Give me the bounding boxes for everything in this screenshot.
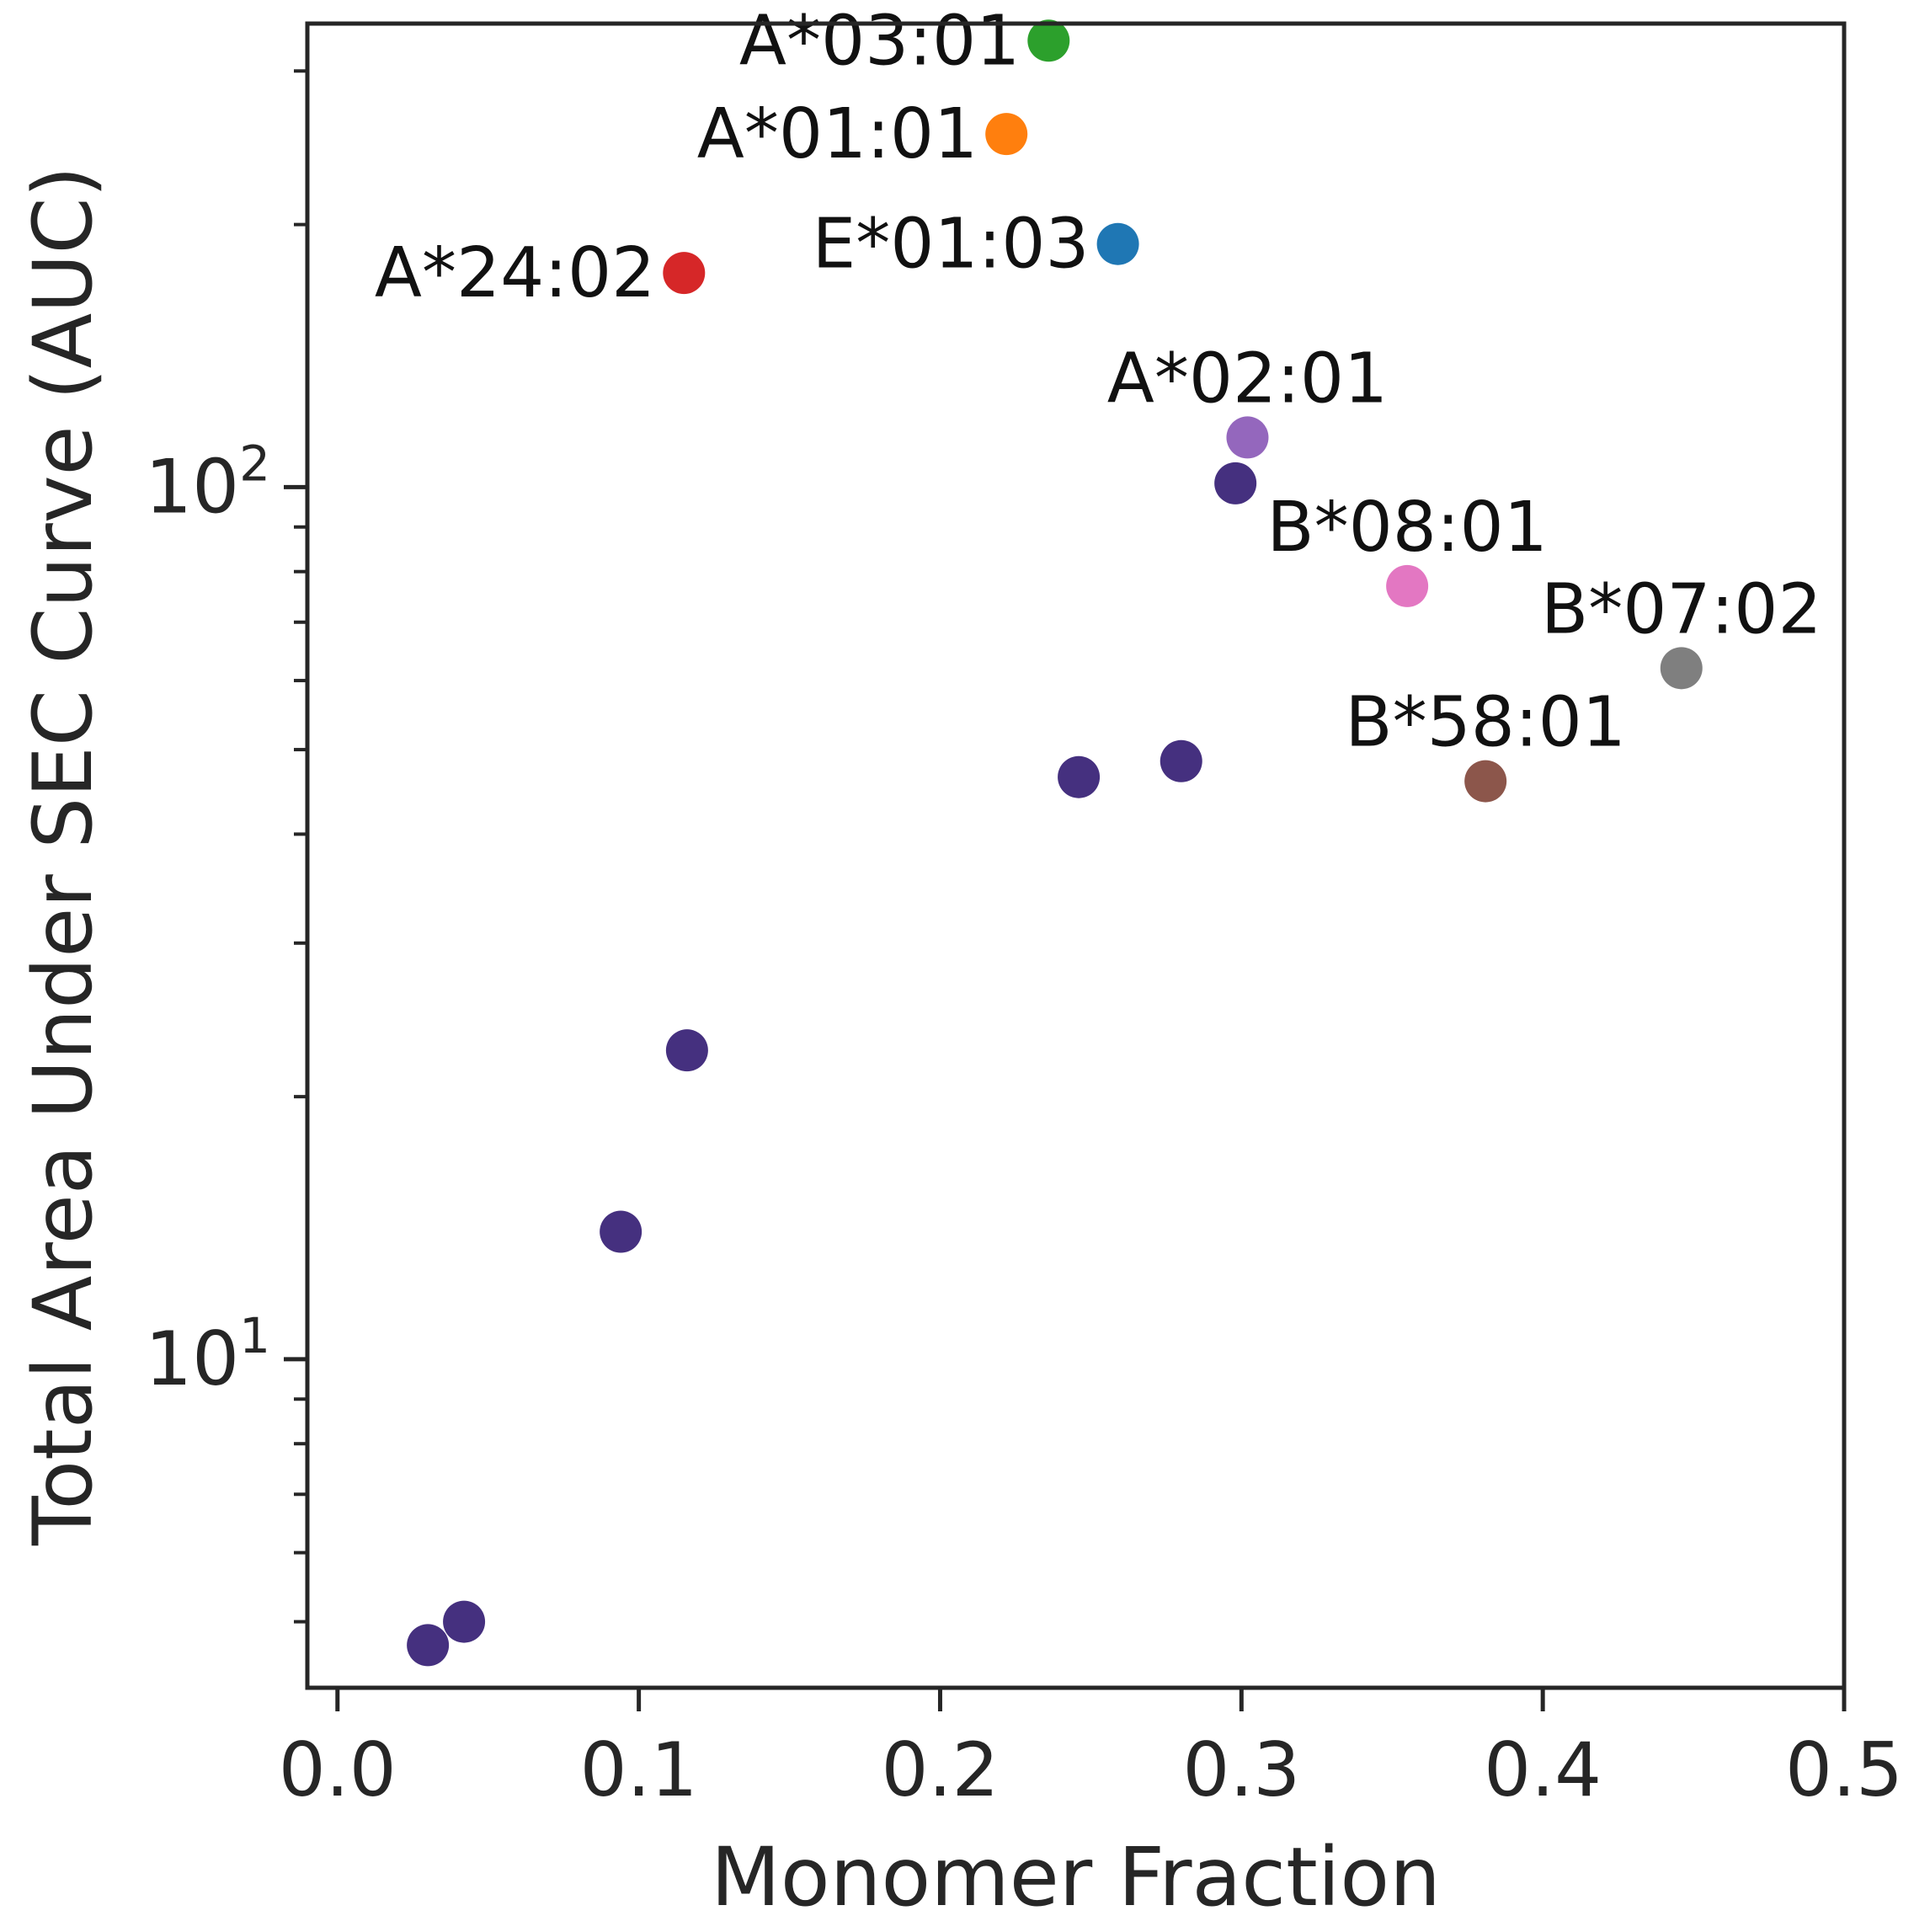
data-point (985, 113, 1028, 156)
data-point (600, 1210, 642, 1253)
axis-ticks: 0.0 0.1 0.2 0.3 0.4 0.5 101 102 (145, 69, 1903, 1813)
data-point (1226, 416, 1269, 459)
data-point (1386, 564, 1429, 607)
data-point (1660, 647, 1703, 690)
data-point (665, 1029, 708, 1072)
x-tick-label: 0.4 (1484, 1727, 1602, 1813)
point-labels: A*03:01 A*01:01 E*01:03 A*24:02 A*02:01 B*08:… (375, 1, 1822, 762)
data-point (1214, 462, 1257, 504)
point-label: B*07:02 (1541, 569, 1822, 649)
x-tick-label: 0.2 (881, 1727, 999, 1813)
data-point (1096, 222, 1139, 265)
data-point (663, 252, 706, 295)
x-tick-label: 0.0 (279, 1727, 397, 1813)
x-tick-label: 0.3 (1182, 1727, 1300, 1813)
data-point (407, 1624, 450, 1667)
data-point (1160, 739, 1202, 782)
x-tick-label: 0.5 (1785, 1727, 1903, 1813)
data-points (407, 19, 1703, 1667)
data-point (1464, 760, 1507, 803)
y-tick-label: 101 (145, 1307, 270, 1402)
data-point (1058, 755, 1101, 798)
point-label: B*08:01 (1266, 488, 1548, 568)
point-label: A*24:02 (375, 233, 655, 313)
point-label: A*03:01 (739, 1, 1020, 81)
point-label: A*01:01 (697, 94, 978, 174)
point-label: B*58:01 (1345, 683, 1626, 763)
y-axis-label: Total Area Under SEC Curve (AUC) (16, 166, 110, 1546)
point-label: A*02:01 (1107, 339, 1388, 419)
y-tick-label: 102 (145, 435, 270, 530)
x-axis-label: Monomer Fraction (711, 1830, 1441, 1924)
data-point (443, 1600, 486, 1643)
point-label: E*01:03 (812, 205, 1089, 285)
x-tick-label: 0.1 (580, 1727, 698, 1813)
data-point (1027, 19, 1070, 62)
plot-frame (305, 21, 1847, 1690)
